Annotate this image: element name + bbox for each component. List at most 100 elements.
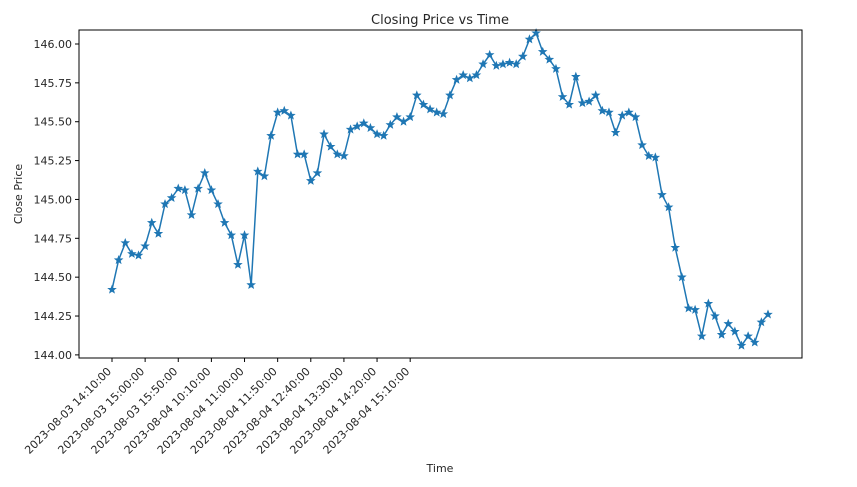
data-point [763, 309, 773, 319]
data-point [696, 331, 707, 341]
data-point [425, 104, 435, 114]
axes-frame [78, 29, 803, 359]
data-point [478, 59, 488, 69]
data-point [305, 175, 316, 185]
y-tick-label: 146.00 [34, 38, 73, 51]
data-point [670, 242, 681, 252]
data-point [299, 149, 309, 159]
data-point [743, 331, 753, 341]
data-point [524, 34, 535, 44]
data-point [637, 139, 647, 150]
y-tick-label: 145.75 [34, 77, 73, 90]
data-point [498, 59, 508, 69]
x-axis-label: Time [426, 462, 454, 475]
data-point [412, 90, 422, 100]
data-point [564, 99, 575, 109]
data-point [643, 150, 654, 160]
data-point [173, 183, 184, 193]
data-point [730, 326, 740, 336]
data-point [431, 107, 442, 117]
data-point [557, 91, 568, 101]
data-point [259, 171, 270, 181]
y-tick-label: 144.50 [34, 271, 73, 284]
data-point [233, 259, 243, 269]
data-point [584, 96, 594, 106]
y-axis-label: Close Price [12, 164, 25, 225]
data-point [246, 279, 256, 290]
data-point [398, 116, 409, 126]
data-point [252, 166, 263, 176]
data-point [511, 59, 521, 69]
data-point [166, 192, 177, 202]
data-point [624, 107, 634, 117]
data-point [458, 70, 468, 80]
data-point [716, 329, 727, 339]
y-tick-label: 145.50 [34, 116, 73, 129]
data-point [332, 149, 343, 159]
data-point [120, 237, 131, 248]
data-point [657, 189, 667, 199]
data-point [292, 149, 303, 159]
data-point [153, 228, 164, 238]
data-point [199, 167, 210, 178]
y-axis: 144.00 144.25 144.50 144.75 145.00 145.25 145.… [34, 38, 79, 362]
data-point [312, 167, 323, 178]
data-point [544, 54, 555, 64]
data-point [491, 60, 502, 70]
data-point [266, 130, 276, 140]
data-point [531, 28, 541, 38]
data-point [392, 112, 402, 122]
data-point [127, 248, 137, 258]
data-point [365, 122, 376, 133]
data-point [385, 119, 396, 129]
data-point [206, 185, 217, 195]
data-point [213, 199, 223, 209]
data-point [286, 110, 296, 120]
data-point [683, 303, 694, 313]
data-point [140, 241, 150, 251]
data-point [504, 57, 515, 67]
data-point [405, 112, 415, 122]
data-point [345, 124, 356, 134]
data-point [710, 310, 720, 321]
data-point [186, 209, 197, 220]
data-point [610, 127, 621, 137]
y-tick-label: 144.00 [34, 349, 73, 362]
data-point [537, 46, 548, 56]
data-point [180, 185, 190, 195]
series-markers [107, 28, 773, 350]
data-point [193, 183, 203, 193]
data-point [418, 99, 429, 109]
data-point [677, 272, 687, 282]
data-point [597, 105, 608, 115]
plot-area [107, 28, 773, 350]
data-point [577, 98, 588, 108]
data-point [378, 130, 389, 140]
data-point [723, 318, 734, 328]
y-tick-label: 144.75 [34, 232, 73, 245]
data-point [465, 73, 475, 83]
data-point [630, 112, 641, 122]
data-point [749, 337, 760, 347]
data-point [650, 152, 661, 162]
data-point [445, 90, 455, 100]
data-point [359, 118, 369, 128]
data-point [604, 107, 614, 117]
data-point [325, 141, 336, 151]
data-point [279, 105, 290, 115]
data-point [663, 202, 674, 212]
data-point [319, 129, 329, 139]
data-point [272, 107, 283, 117]
data-point [438, 108, 449, 119]
data-point [703, 298, 714, 308]
data-point [372, 129, 382, 139]
data-point [113, 255, 124, 265]
y-tick-label: 145.25 [34, 155, 73, 168]
chart-title: Closing Price vs Time [371, 13, 509, 28]
data-point [551, 63, 561, 73]
data-point [571, 71, 581, 81]
data-point [160, 199, 170, 209]
data-point [352, 121, 362, 131]
data-point [518, 51, 528, 61]
data-point [590, 90, 601, 100]
